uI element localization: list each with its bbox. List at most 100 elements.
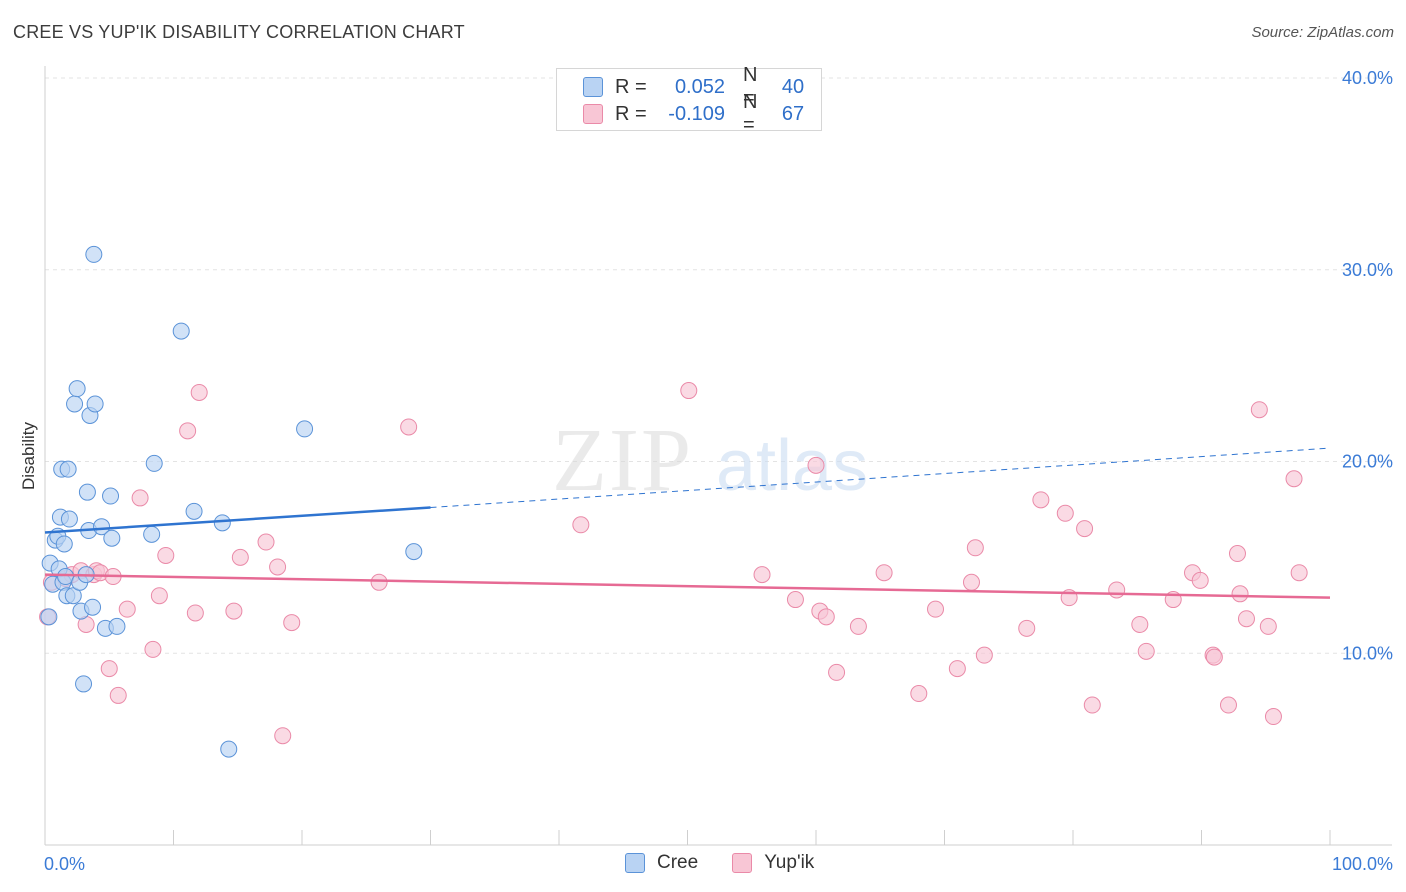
yupik-point [817,608,835,626]
y-tick-label: 10.0% [1342,643,1393,663]
cree-point [84,598,102,616]
cree-point [220,740,238,758]
yupik-point [283,614,301,632]
chart-title: CREE VS YUP'IK DISABILITY CORRELATION CH… [13,22,465,42]
yupik-point [927,600,945,618]
grid [45,77,1392,654]
cree-trend-line [44,506,431,534]
yupik-point [186,604,204,622]
yupik-swatch [583,104,603,124]
yupik-point [1018,619,1036,637]
yupik-point [1083,696,1101,714]
yupik-point [572,516,590,534]
r-label: R = [615,75,647,98]
yupik-point [828,663,846,681]
yupik-point [1108,581,1126,599]
yupik-trend-line [44,573,1331,599]
yupik-point [1219,696,1237,714]
cree-swatch [625,853,645,873]
yupik-point [910,685,928,703]
bottom-legend: Cree Yup'ik [625,852,848,874]
yupik-point [231,548,249,566]
cree-point [213,514,231,532]
cree-label: Cree [657,852,699,873]
cree-point [66,395,84,413]
cree-point [108,617,126,635]
cree-point [103,529,121,547]
cree-point [405,543,423,561]
cree-point [143,525,161,543]
cree-point [145,454,163,472]
yupik-point [109,686,127,704]
y-tick-label: 20.0% [1342,452,1393,472]
yupik-point [1205,648,1223,666]
yupik-point [131,489,149,507]
cree-point [75,675,93,693]
yupik-point [1191,571,1209,589]
yupik-point [1285,470,1303,488]
y-tick-label: 30.0% [1342,260,1393,280]
bottom-legend-yupik: Yup'ik [732,852,814,874]
cree-point [93,518,111,536]
yupik-point [144,640,162,658]
yupik-swatch [732,853,753,873]
y-tick-labels: 10.0% 20.0% 30.0% 40.0% [1342,68,1393,663]
yupik-point [1228,545,1246,563]
zipatlas-watermark: ZIP atlas [552,411,868,510]
yupik-point [875,564,893,582]
legend-row-yupik: R = -0.109 N = 67 [583,91,813,136]
yupik-point [190,383,208,401]
n-value: 67 [781,102,805,125]
y-tick-label: 40.0% [1342,68,1393,88]
yupik-point [849,617,867,635]
cree-point [85,245,103,263]
r-label: R = [615,102,647,125]
yupik-point [100,660,118,678]
r-value: 0.052 [674,75,725,98]
yupik-point [1032,491,1050,509]
yupik-label: Yup'ik [764,852,815,873]
cree-point [68,380,86,398]
yupik-point [680,382,698,400]
cree-point [185,502,203,520]
cree-swatch [583,77,603,97]
yupik-point [966,539,984,557]
yupik-point [1250,401,1268,419]
cree-points [40,245,423,758]
cree-point [55,535,73,553]
yupik-point [400,418,418,436]
n-label: N = [743,91,758,136]
cree-point [40,608,58,626]
cree-point [60,510,78,528]
cree-point [57,568,75,586]
svg-text:ZIP: ZIP [552,411,693,510]
yupik-point [1056,504,1074,522]
yupik-point [1237,610,1255,628]
yupik-point [975,646,993,664]
cree-point [59,460,77,478]
svg-text:atlas: atlas [716,426,868,506]
x-tick-label: 100.0% [1332,854,1393,874]
yupik-point [225,602,243,620]
cree-point [78,483,96,501]
source-label: Source: ZipAtlas.com [1251,24,1394,41]
yupik-point [157,546,175,564]
x-tick-label: 0.0% [44,854,85,874]
yupik-point [1231,585,1249,603]
r-value: -0.109 [668,102,725,125]
legend-box: R = 0.052 N = 40 R = -0.109 N = 67 [556,64,822,136]
yupik-point [274,727,292,745]
yupik-point [753,566,771,584]
yupik-point [269,558,287,576]
yupik-point [1264,708,1282,726]
cree-point [86,395,104,413]
cree-point [172,322,190,340]
yupik-point [962,573,980,591]
cree-point [296,420,314,438]
yupik-point [150,587,168,605]
yupik-point [1259,617,1277,635]
yupik-point [257,533,275,551]
yupik-point [807,456,825,474]
yupik-point [1076,520,1094,538]
